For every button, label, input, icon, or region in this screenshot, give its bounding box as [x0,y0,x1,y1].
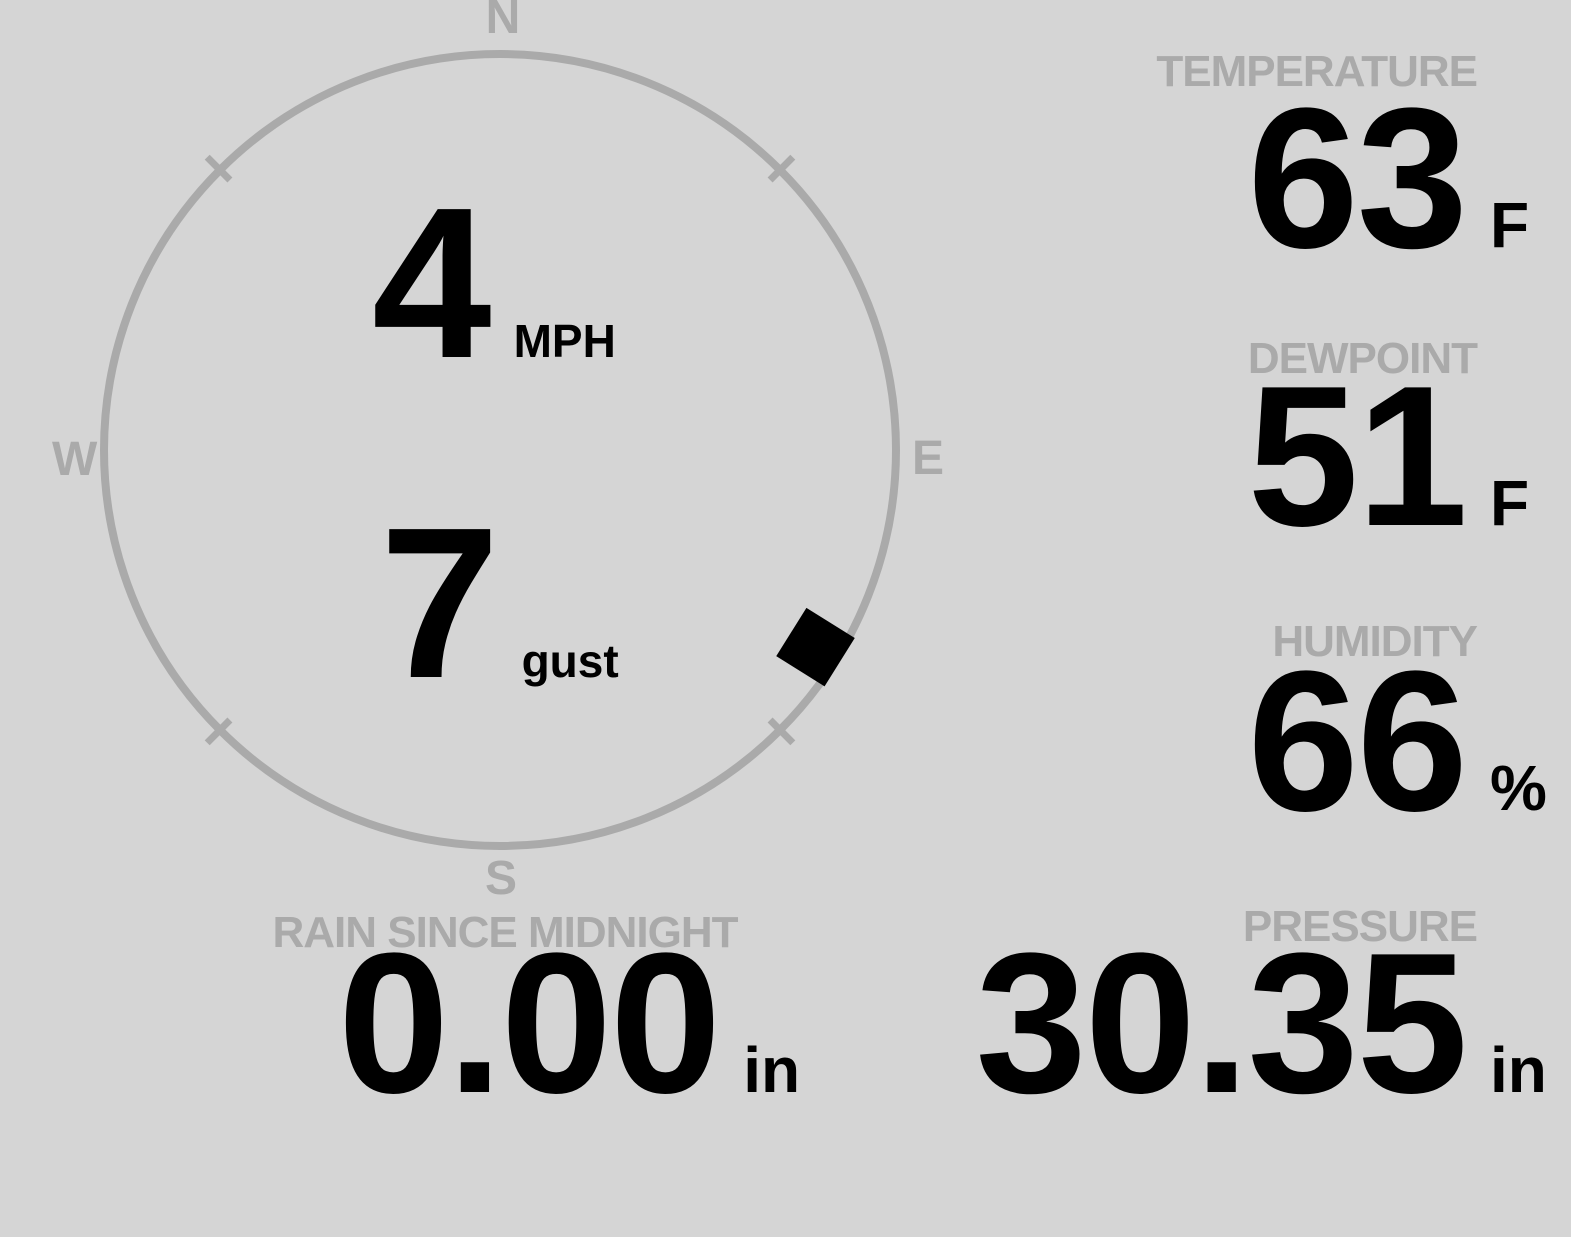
pressure-value: 30.35 [975,912,1468,1135]
compass-label-north: N [485,0,521,44]
tick-nw-icon [204,154,233,183]
humidity-label: HUMIDITY [1272,617,1478,666]
compass-ring [100,50,900,850]
wind-gust-readout: 7 gust [380,495,619,710]
temperature-value: 63 [1247,67,1468,290]
wind-speed-readout: 4 MPH [372,175,616,390]
dewpoint-unit: F [1490,467,1530,539]
compass-label-west: W [52,433,98,486]
dewpoint-label: DEWPOINT [1247,334,1478,383]
temperature-unit: F [1490,189,1530,261]
humidity-value: 66 [1247,630,1468,853]
dewpoint-readout: 51 F [1248,357,1562,557]
tick-ne-icon [767,154,796,183]
wind-speed-value: 4 [372,162,492,403]
wind-speed-unit: MPH [513,315,616,367]
wind-gust-label: gust [521,635,619,687]
temperature-readout: 63 F [1248,79,1562,279]
temperature-label: TEMPERATURE [1156,47,1478,96]
rain-label: RAIN SINCE MIDNIGHT [272,908,739,957]
pressure-readout: 30.35 in [976,924,1563,1124]
wind-direction-marker-icon [776,607,855,687]
humidity-unit: % [1490,752,1547,824]
compass-label-south: S [484,852,518,905]
rain-readout: 0.00 in [338,924,815,1124]
dewpoint-value: 51 [1247,345,1468,568]
tick-sw-icon [204,717,233,746]
wind-gust-value: 7 [380,482,500,723]
pressure-unit: in [1490,1034,1547,1106]
rain-value: 0.00 [338,912,721,1135]
compass-intercardinal-ticks [204,154,796,746]
pressure-label: PRESSURE [1242,902,1478,951]
rain-unit: in [743,1034,801,1106]
tick-se-icon [767,717,796,746]
humidity-readout: 66 % [1248,642,1562,842]
compass-label-east: E [912,432,945,485]
